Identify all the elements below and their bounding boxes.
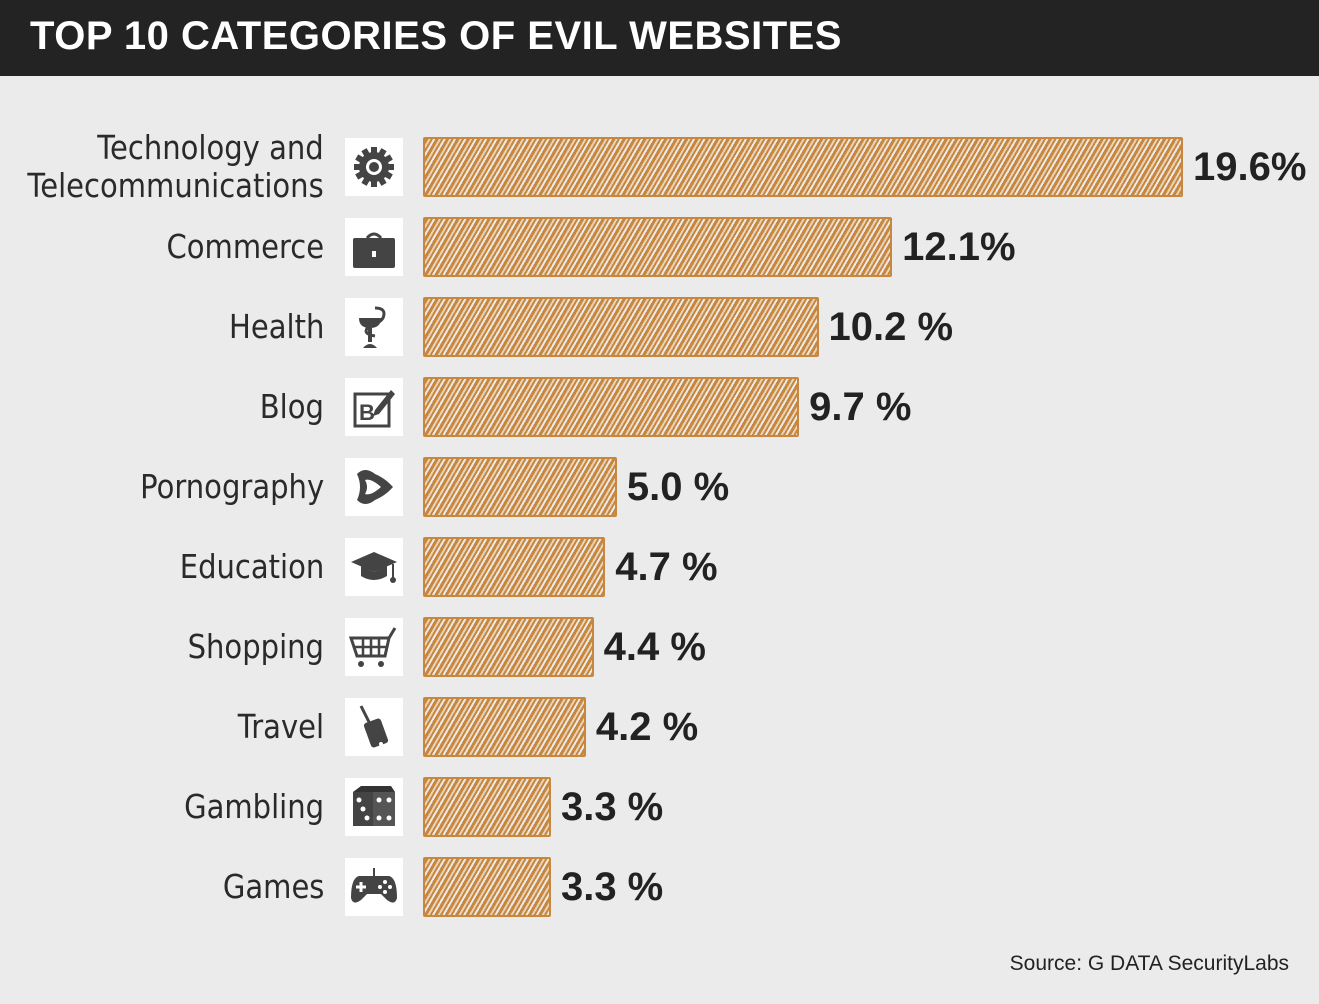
source-note: Source: G DATA SecurityLabs — [1009, 952, 1289, 975]
gear-icon — [345, 138, 403, 196]
bar — [423, 377, 800, 437]
luggage-icon — [345, 698, 403, 756]
value-label: 5.0 % — [626, 464, 730, 509]
bar-row: Pornography 5.0 % — [0, 455, 1319, 519]
value-label: 3.3 % — [560, 784, 664, 829]
shopping-cart-icon — [345, 618, 403, 676]
bar-row: Blog B 9.7 % — [0, 375, 1319, 439]
value-label: 19.6% — [1193, 144, 1307, 189]
category-label: Gambling — [183, 787, 324, 826]
value-label: 4.4 % — [603, 624, 706, 669]
value-label: 9.7 % — [809, 384, 912, 429]
category-label: Technology and Telecommunications — [27, 128, 324, 205]
bar-row: Travel 4.2 % — [0, 695, 1319, 759]
bar — [423, 777, 551, 837]
bar-row: Games 3.3 % — [0, 855, 1319, 919]
value-label: 12.1% — [902, 224, 1016, 269]
bar-row: Health 10.2 % — [0, 295, 1319, 359]
bar-row: Commerce 12.1% — [0, 215, 1319, 279]
category-label: Travel — [237, 707, 324, 746]
lips-icon — [345, 458, 403, 516]
chart-title: TOP 10 CATEGORIES OF EVIL WEBSITES — [30, 14, 842, 58]
value-label: 4.7 % — [615, 544, 718, 589]
dice-icon — [345, 778, 403, 836]
value-label: 3.3 % — [560, 864, 664, 909]
header-bar: TOP 10 CATEGORIES OF EVIL WEBSITES — [0, 0, 1319, 76]
category-label: Pornography — [139, 467, 324, 506]
category-label: Education — [179, 547, 324, 586]
category-label: Health — [228, 307, 324, 346]
bar — [423, 697, 586, 757]
bar — [423, 537, 606, 597]
category-label: Games — [222, 867, 324, 906]
svg-text:B: B — [359, 400, 375, 425]
category-label: Blog — [259, 387, 324, 426]
category-label: Shopping — [187, 627, 324, 666]
bar — [423, 217, 893, 277]
bar — [423, 617, 594, 677]
bar-row: Education 4.7 % — [0, 535, 1319, 599]
category-label: Commerce — [166, 227, 324, 266]
bar-row: Gambling 3.3 % — [0, 775, 1319, 839]
caduceus-icon — [345, 298, 403, 356]
gamepad-icon — [345, 858, 403, 916]
bar-row: Shopping 4.4 % — [0, 615, 1319, 679]
graduation-cap-icon — [345, 538, 403, 596]
briefcase-icon — [345, 218, 403, 276]
bar — [423, 297, 819, 357]
bar — [423, 457, 617, 517]
bar — [423, 857, 551, 917]
bar — [423, 137, 1183, 197]
value-label: 10.2 % — [828, 304, 954, 349]
blog-edit-icon: B — [345, 378, 403, 436]
value-label: 4.2 % — [595, 704, 699, 749]
bar-row: Technology and Telecommunications 19.6% — [0, 128, 1319, 205]
